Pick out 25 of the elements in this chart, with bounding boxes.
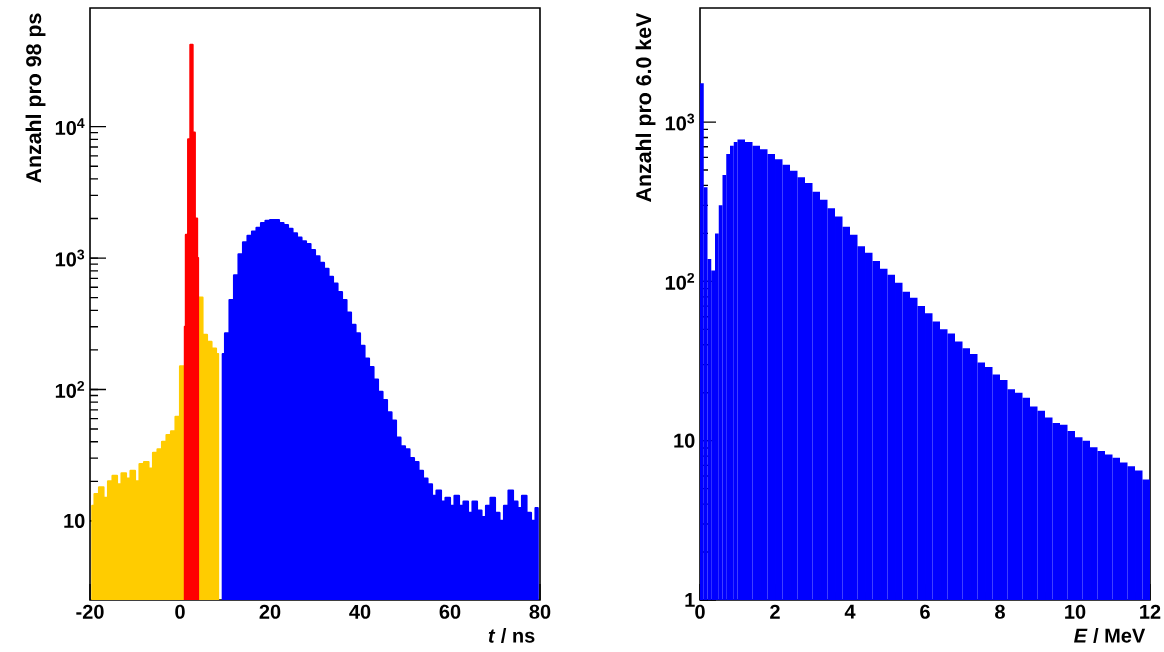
- x-tick-label: 2: [770, 604, 780, 619]
- x-tick-label: 40: [349, 604, 371, 619]
- y-tick-label: 10: [64, 513, 85, 528]
- x-tick-label: 8: [995, 604, 1005, 619]
- y-tick-label: 1: [685, 593, 695, 607]
- x-axis-title: t / ns: [488, 628, 535, 643]
- y-axis-title: Anzahl pro 6.0 keV: [635, 12, 656, 202]
- x-tick-label: 6: [920, 604, 930, 619]
- x-tick-label: 10: [1065, 604, 1086, 619]
- y-tick-label: 10$^{4}$: [55, 118, 85, 136]
- x-tick-label: 4: [844, 604, 856, 619]
- x-tick-label: 0: [175, 604, 185, 619]
- x-tick-label: 20: [259, 604, 281, 619]
- y-tick-label: 10$^{3}$: [55, 249, 85, 267]
- y-tick-label: 10$^{2}$: [665, 272, 695, 290]
- y-tick-label: 10$^{3}$: [665, 113, 695, 131]
- x-tick-label: 0: [695, 604, 705, 619]
- y-tick-label: 10: [674, 433, 695, 448]
- x-tick-label: -20: [76, 604, 104, 619]
- x-tick-label: 80: [529, 604, 551, 619]
- y-tick-label: 10$^{2}$: [55, 381, 85, 398]
- x-tick-label: 12: [1140, 604, 1161, 619]
- y-axis-title: Anzahl pro 98 ps: [25, 13, 46, 183]
- x-axis-title: E / MeV: [1074, 628, 1146, 643]
- x-tick-label: 60: [439, 604, 461, 619]
